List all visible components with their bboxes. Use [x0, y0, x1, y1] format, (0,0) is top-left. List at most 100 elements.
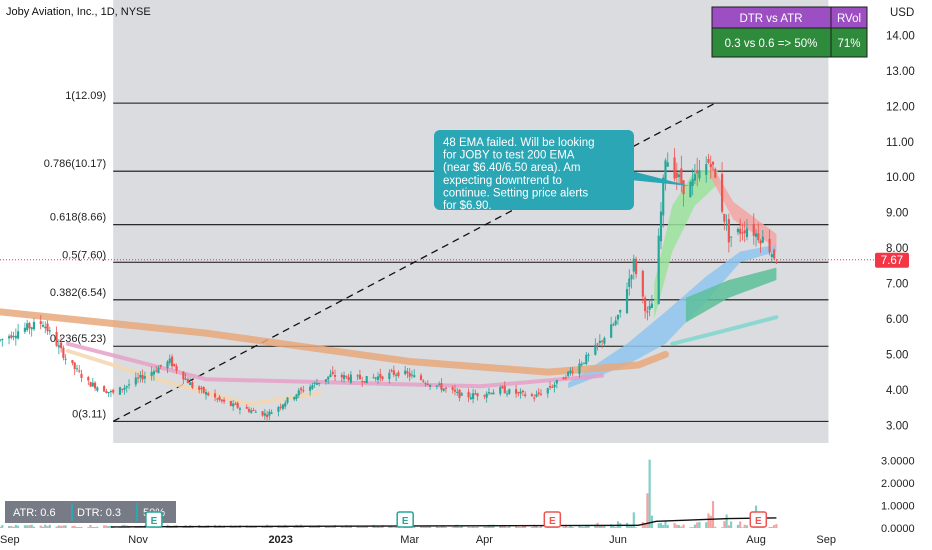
earnings-marker[interactable] — [749, 511, 768, 528]
candle-body — [759, 240, 762, 244]
candle-body — [485, 393, 488, 398]
candle-body — [562, 377, 565, 380]
candle-body — [175, 366, 178, 371]
volume-bar — [508, 526, 511, 528]
date-axis-tick: Jun — [609, 534, 627, 546]
candle-body — [342, 375, 346, 380]
price-axis-tick: 9.00 — [886, 208, 908, 220]
candle-body — [614, 320, 617, 325]
volume-bar — [80, 526, 83, 528]
volume-bar — [460, 525, 463, 528]
volume-bar — [646, 493, 649, 528]
candle-body — [87, 377, 90, 381]
candle-body — [91, 382, 94, 387]
candle-body — [182, 371, 185, 380]
volume-bar — [705, 522, 708, 528]
candle-body — [202, 386, 205, 393]
candle-body — [279, 406, 282, 408]
dtr-atr-table: DTR vs ATR RVol 0.3 vs 0.6 => 50% 71% — [711, 6, 868, 58]
candle-body — [295, 394, 298, 399]
candle-body — [293, 397, 296, 400]
candle-body — [89, 382, 92, 387]
volume-axis-tick: 1.0000 — [881, 501, 915, 513]
volume-bar — [648, 459, 651, 528]
candle-body — [580, 363, 583, 366]
candle-body — [578, 363, 581, 375]
candle-body — [587, 354, 590, 356]
volume-bar — [680, 526, 683, 528]
candle-body — [281, 404, 285, 409]
candle-body — [232, 403, 235, 407]
volume-bar — [539, 525, 543, 528]
current-price-badge — [875, 252, 909, 268]
volume-bar — [379, 526, 382, 528]
earnings-marker[interactable] — [145, 511, 163, 528]
candle-body — [619, 309, 622, 313]
volume-bar — [743, 524, 746, 528]
price-axis-tick: 5.00 — [886, 349, 908, 361]
candle-body — [539, 393, 543, 395]
candle-body — [173, 363, 176, 366]
candle-body — [601, 340, 604, 342]
moving-average-line — [65, 341, 605, 389]
candle-body — [630, 275, 633, 280]
volume-bar — [730, 521, 733, 528]
candle-body — [492, 392, 495, 395]
volume-bar — [329, 527, 332, 528]
candle-body — [598, 340, 601, 343]
candle-body — [537, 392, 540, 395]
candle-body — [628, 278, 631, 287]
volume-bar — [28, 525, 31, 528]
candle-body — [530, 394, 534, 397]
candle-body — [376, 376, 380, 381]
earnings-marker[interactable] — [543, 511, 562, 528]
candle-body — [456, 391, 459, 393]
volume-bar — [7, 525, 11, 528]
earnings-marker[interactable] — [396, 511, 414, 528]
candle-body — [413, 375, 416, 378]
table-col2-value: 71% — [837, 38, 860, 50]
volume-bar — [216, 527, 219, 528]
candle-body — [26, 323, 29, 331]
candle-body — [696, 170, 699, 174]
volume-bar — [587, 525, 590, 528]
candle-body — [204, 392, 208, 395]
volume-bar — [324, 527, 328, 528]
candle-body — [487, 391, 491, 394]
volume-bar — [32, 526, 36, 528]
candle-body — [752, 224, 755, 236]
candle-body — [184, 378, 187, 380]
candle-body — [408, 372, 411, 377]
volume-bar — [424, 526, 427, 528]
candle-body — [200, 387, 203, 389]
volume-bar — [644, 523, 647, 528]
fib-level-label: 1(12.09) — [65, 90, 106, 102]
candle-body — [741, 232, 744, 234]
volume-bar — [775, 524, 778, 528]
candle-body — [424, 383, 427, 385]
volume-axis-tick: 0.0000 — [881, 523, 915, 535]
volume-bar — [472, 526, 475, 528]
candle-body — [743, 230, 746, 234]
candle-body — [451, 387, 454, 391]
volume-bar — [57, 525, 60, 528]
candle-body — [472, 393, 475, 400]
fib-shaded-region — [113, 0, 829, 443]
volume-bar — [571, 526, 574, 528]
volume-bar — [739, 521, 742, 528]
volume-bar — [458, 526, 461, 528]
candle-body — [46, 323, 49, 332]
volume-bar — [569, 525, 572, 528]
annotation-callout[interactable]: 48 EMA failed. Will be looking for JOBY t… — [434, 130, 690, 212]
candle-body — [218, 396, 221, 400]
candle-body — [107, 391, 110, 394]
volume-bar — [601, 525, 604, 528]
candle-body — [309, 386, 312, 391]
candle-body — [324, 379, 328, 382]
candle-body — [263, 413, 266, 416]
candle-body — [213, 393, 217, 398]
volume-bar — [1, 525, 4, 528]
volume-bar — [524, 525, 527, 528]
volume-bar — [612, 525, 615, 528]
